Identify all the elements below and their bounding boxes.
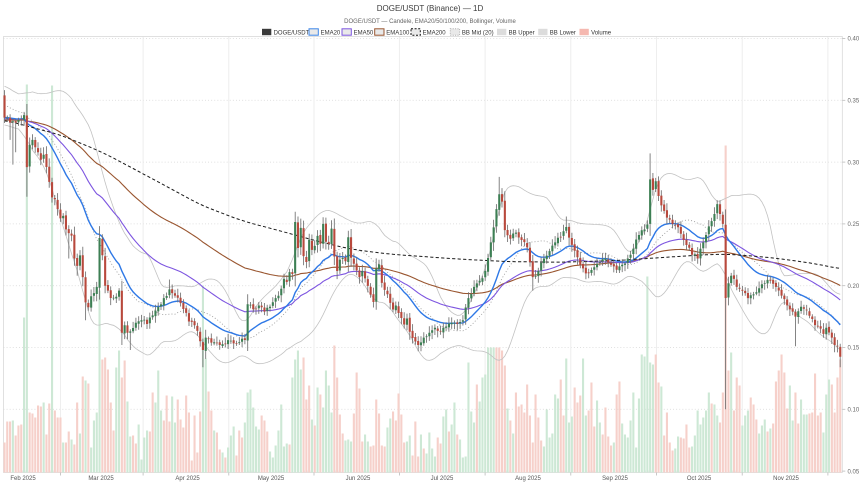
svg-text:0.15: 0.15 <box>848 346 860 352</box>
svg-text:BB Mid (20): BB Mid (20) <box>462 31 494 37</box>
svg-text:May 2025: May 2025 <box>258 476 285 482</box>
svg-text:0.25: 0.25 <box>848 222 860 228</box>
svg-text:0.05: 0.05 <box>848 469 860 475</box>
svg-text:Apr 2025: Apr 2025 <box>175 476 200 482</box>
svg-text:Volume: Volume <box>591 31 612 37</box>
svg-text:EMA50: EMA50 <box>354 31 374 37</box>
svg-text:Nov 2025: Nov 2025 <box>773 476 799 482</box>
svg-text:DOGE/USDT — Candele, EMA20/50/: DOGE/USDT — Candele, EMA20/50/100/200, B… <box>344 19 516 25</box>
svg-text:BB Lower: BB Lower <box>550 31 576 37</box>
svg-text:Oct 2025: Oct 2025 <box>687 476 712 482</box>
svg-text:Jun 2025: Jun 2025 <box>346 476 371 482</box>
svg-text:DOGE/USDT (Binance) — 1D: DOGE/USDT (Binance) — 1D <box>377 4 484 13</box>
svg-text:0.40: 0.40 <box>848 37 860 43</box>
svg-text:Feb 2025: Feb 2025 <box>10 476 36 482</box>
svg-text:Jul 2025: Jul 2025 <box>431 476 454 482</box>
svg-text:Aug 2025: Aug 2025 <box>515 476 541 482</box>
svg-text:Sep 2025: Sep 2025 <box>602 476 628 482</box>
svg-text:0.20: 0.20 <box>848 284 860 290</box>
svg-text:0.35: 0.35 <box>848 99 860 105</box>
svg-text:BB Upper: BB Upper <box>509 31 535 37</box>
svg-text:EMA200: EMA200 <box>423 31 447 37</box>
svg-text:EMA100: EMA100 <box>386 31 410 37</box>
svg-text:0.30: 0.30 <box>848 160 860 166</box>
svg-text:DOGE/USDT: DOGE/USDT <box>274 31 310 37</box>
svg-text:0.10: 0.10 <box>848 408 860 414</box>
svg-text:Mar 2025: Mar 2025 <box>88 476 114 482</box>
svg-text:EMA20: EMA20 <box>321 31 341 37</box>
